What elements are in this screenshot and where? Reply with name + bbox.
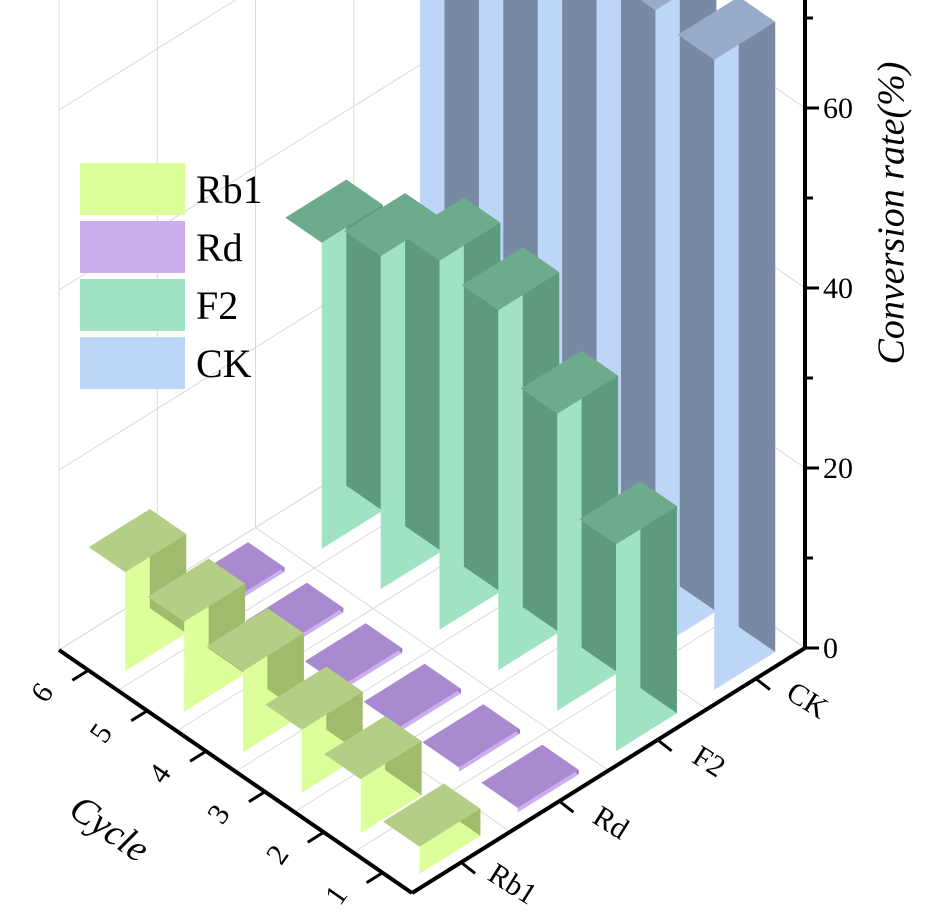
legend-label: Rd (196, 225, 243, 270)
sample-tick (460, 861, 477, 875)
bar-front-face (400, 688, 461, 732)
bar-F2-cycle-5 (344, 193, 442, 590)
cycle-tick (306, 830, 325, 844)
sample-tick (558, 799, 575, 814)
legend-swatch (80, 337, 185, 389)
cycle-tick (365, 871, 384, 885)
bar-side-face (621, 0, 658, 571)
legend-item-Rd: Rd (80, 221, 243, 273)
cycle-tick-label: 3 (201, 799, 237, 830)
cycle-tick-label: 2 (260, 839, 296, 870)
bar-top-face (640, 0, 673, 11)
bar-top-face (579, 481, 677, 545)
bar-top-face (363, 663, 461, 727)
bar-CK-cycle-2 (640, 0, 717, 650)
sample-tick (754, 677, 771, 691)
cycle-axis-line (57, 648, 414, 895)
cycle-tick (130, 709, 149, 723)
bar-Rd-cycle-2 (422, 704, 520, 772)
bar-side-face (522, 247, 560, 633)
bar-Rb1-cycle-3 (265, 666, 363, 793)
bar-top-face (285, 179, 383, 243)
bar-top-face (677, 0, 776, 60)
legend-item-F2: F2 (80, 279, 238, 331)
bar-Rb1-cycle-2 (324, 716, 422, 834)
legend-swatch (80, 221, 185, 273)
bar-Rd-cycle-3 (363, 663, 461, 732)
value-tick-label: 0 (823, 632, 838, 665)
bar-top-face (147, 558, 246, 622)
cycle-tick-label: 4 (142, 758, 178, 789)
legend-swatch (80, 279, 185, 331)
bar-side-face (463, 197, 501, 592)
bar-top-face (520, 350, 619, 414)
floor-grid-line (255, 527, 609, 771)
value-tick-label: 20 (823, 452, 853, 485)
bar-front-face (341, 648, 403, 691)
cycle-tick (71, 668, 90, 682)
bar-top-face (344, 193, 442, 257)
sample-tick-label: F2 (687, 739, 731, 784)
bar-CK-cycle-1 (677, 0, 776, 690)
legend: Rb1 Rd F2 CK (80, 163, 263, 389)
bar-top-face (265, 666, 363, 730)
bar-F2-cycle-1 (579, 481, 677, 752)
bar-side-face (679, 0, 717, 612)
bar-side-face (738, 0, 776, 652)
sample-tick-label: Rd (587, 800, 634, 847)
legend-swatch (80, 163, 185, 215)
legend-label: F2 (196, 283, 238, 328)
bar-front-face (517, 769, 579, 813)
cycle-axis-title: Cycle (62, 787, 157, 871)
bar-side-face (405, 193, 442, 552)
sample-axis-line (410, 646, 807, 895)
bar-top-face (481, 744, 579, 808)
cycle-tick (248, 790, 266, 804)
wall-grid-line (58, 0, 237, 111)
cycle-tick (189, 749, 207, 763)
bar-top-face (206, 608, 304, 672)
value-axis-title: Conversion rate(%) (871, 62, 913, 365)
bar-F2-cycle-3 (461, 247, 560, 671)
value-tick-label: 60 (823, 92, 853, 125)
sample-tick (656, 738, 673, 753)
bar-top-face (383, 783, 481, 847)
legend-label: CK (196, 341, 252, 386)
sample-tick-label: Rb1 (483, 857, 543, 911)
bar-top-face (461, 247, 560, 311)
bar-top-face (324, 716, 422, 780)
value-tick-label: 40 (823, 272, 853, 305)
bar-top-face (88, 509, 187, 573)
bar-side-face (346, 179, 383, 511)
bar-Rd-cycle-1 (481, 744, 579, 813)
cycle-tick-label: 1 (319, 880, 355, 911)
bar-front-face (458, 729, 520, 772)
legend-item-Rb1: Rb1 (80, 163, 263, 215)
cycle-tick-label: 6 (24, 677, 60, 708)
bar-top-face (422, 704, 520, 768)
legend-label: Rb1 (196, 167, 263, 212)
sample-tick-label: CK (781, 675, 834, 725)
bar-top-face (403, 197, 501, 261)
bar-Rb1-cycle-1 (383, 783, 481, 874)
bars (88, 0, 776, 874)
cycle-tick-label: 5 (83, 718, 119, 749)
bar-side-face (640, 481, 677, 714)
legend-item-CK: CK (80, 337, 252, 389)
bar-F2-cycle-6 (285, 179, 383, 549)
